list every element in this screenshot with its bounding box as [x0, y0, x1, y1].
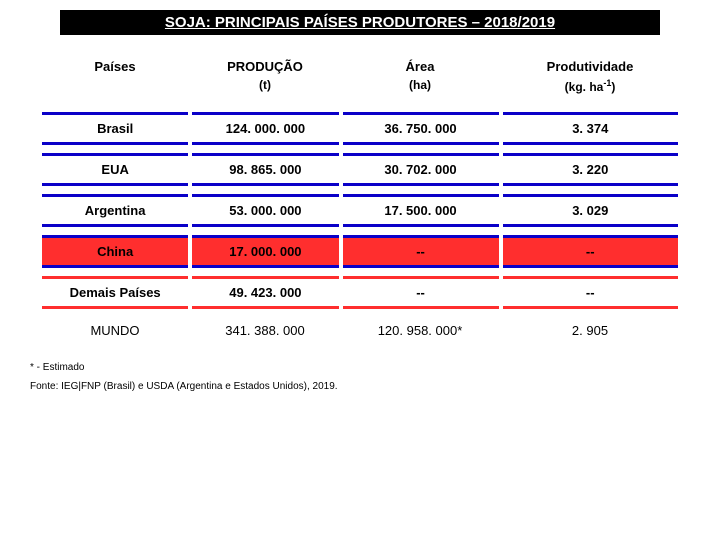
header-label: Área: [342, 59, 498, 76]
header-produtividade: Produtividade (kg. ha-1): [500, 53, 680, 100]
header-sublabel: (t): [192, 76, 338, 92]
table-row-brasil: Brasil 124. 000. 000 36. 750. 000 3. 374: [40, 112, 680, 145]
cell-productivity: --: [503, 276, 678, 309]
cell-area: 30. 702. 000: [343, 153, 499, 186]
cell-production: 341. 388. 000: [190, 317, 340, 344]
table-row-eua: EUA 98. 865. 000 30. 702. 000 3. 220: [40, 153, 680, 186]
header-sublabel: (ha): [342, 76, 498, 92]
header-label: Países: [42, 59, 188, 76]
footnote: * - Estimado: [30, 362, 700, 373]
cell-country: Argentina: [42, 194, 188, 227]
cell-area: 17. 500. 000: [343, 194, 499, 227]
page-title: SOJA: PRINCIPAIS PAÍSES PRODUTORES – 201…: [60, 10, 660, 35]
cell-production: 53. 000. 000: [192, 194, 338, 227]
cell-country: Demais Países: [42, 276, 188, 309]
cell-country: MUNDO: [40, 317, 190, 344]
cell-area: --: [343, 276, 499, 309]
table-row-demais: Demais Países 49. 423. 000 -- --: [40, 276, 680, 309]
cell-production: 49. 423. 000: [192, 276, 338, 309]
cell-production: 17. 000. 000: [192, 235, 338, 268]
cell-area: 120. 958. 000*: [340, 317, 500, 344]
table-row-mundo: MUNDO 341. 388. 000 120. 958. 000* 2. 90…: [40, 317, 680, 344]
cell-production: 124. 000. 000: [192, 112, 338, 145]
header-sublabel: (kg. ha-1): [502, 76, 678, 94]
header-label: PRODUÇÃO: [192, 59, 338, 76]
cell-productivity: 3. 374: [503, 112, 678, 145]
source-citation: Fonte: IEG|FNP (Brasil) e USDA (Argentin…: [30, 381, 700, 392]
header-label: Produtividade: [502, 59, 678, 76]
cell-production: 98. 865. 000: [192, 153, 338, 186]
cell-productivity: 2. 905: [500, 317, 680, 344]
cell-productivity: 3. 220: [503, 153, 678, 186]
cell-productivity: 3. 029: [503, 194, 678, 227]
cell-productivity: --: [503, 235, 678, 268]
cell-country: EUA: [42, 153, 188, 186]
cell-country: China: [42, 235, 188, 268]
cell-area: --: [343, 235, 499, 268]
table-header: Países PRODUÇÃO (t) Área (ha) Produtivid…: [40, 53, 680, 100]
table-row-china: China 17. 000. 000 -- --: [40, 235, 680, 268]
cell-area: 36. 750. 000: [343, 112, 499, 145]
table-row-argentina: Argentina 53. 000. 000 17. 500. 000 3. 0…: [40, 194, 680, 227]
header-producao: PRODUÇÃO (t): [190, 53, 340, 100]
header-area: Área (ha): [340, 53, 500, 100]
cell-country: Brasil: [42, 112, 188, 145]
header-paises: Países: [40, 53, 190, 100]
header-sublabel: [42, 76, 188, 78]
data-table: Países PRODUÇÃO (t) Área (ha) Produtivid…: [20, 53, 700, 344]
